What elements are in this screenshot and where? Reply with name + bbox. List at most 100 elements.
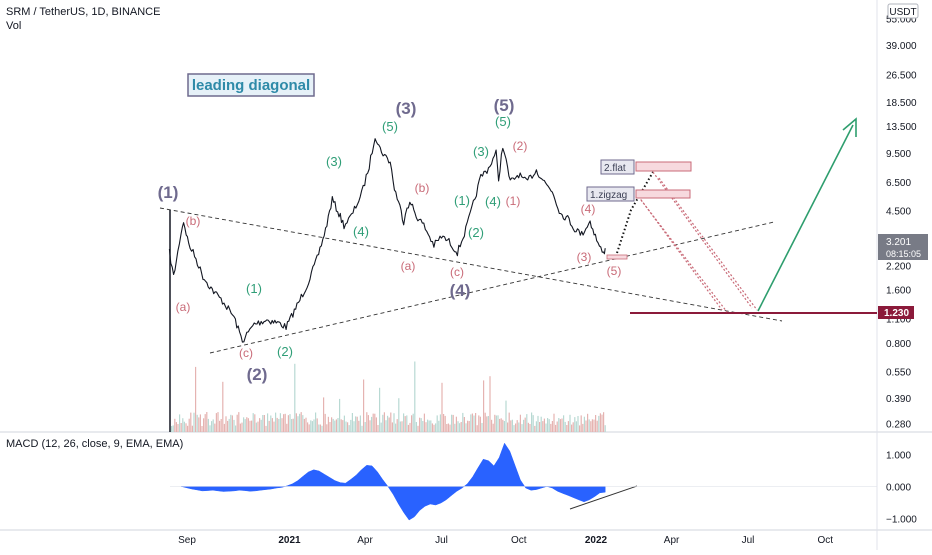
symbol-title[interactable]: SRM / TetherUS, 1D, BINANCE	[6, 6, 161, 18]
volume-bar	[380, 422, 382, 432]
volume-bar	[585, 420, 587, 432]
sub-wave-label: (1)	[506, 194, 521, 208]
volume-bar	[476, 425, 478, 432]
target-box-flat[interactable]: 2.flat	[600, 159, 692, 175]
volume-bar	[415, 422, 417, 432]
lower-trendline	[209, 221, 775, 354]
volume-bar	[367, 415, 369, 432]
projection-up	[616, 171, 654, 254]
volume-bar	[361, 425, 363, 432]
volume-bar	[414, 361, 416, 432]
annotation-title-box[interactable]: leading diagonal	[187, 73, 315, 97]
volume-bar	[174, 418, 176, 432]
time-tick-label: 2022	[585, 535, 608, 546]
price-tick-label: 1.100	[886, 314, 911, 325]
volume-bars	[171, 361, 606, 432]
price-axis: 55.000 39.000 26.500 18.500 13.500 9.500 6.500…	[886, 14, 917, 525]
minor-wave-label: (1)	[454, 193, 470, 208]
level-price-value: 1.230	[884, 308, 909, 319]
volume-bar	[347, 422, 349, 432]
volume-bar	[343, 415, 345, 432]
volume-bar	[305, 417, 307, 432]
volume-bar	[342, 420, 344, 432]
major-wave-label: (2)	[247, 365, 268, 384]
level-price-tag: 1.230	[878, 306, 914, 319]
volume-bar	[457, 421, 459, 432]
volume-bar	[566, 425, 568, 432]
title-box-text: leading diagonal	[192, 77, 310, 94]
price-series	[168, 138, 606, 432]
price-line	[168, 138, 606, 343]
volume-bar	[379, 387, 381, 432]
volume-bar	[513, 425, 515, 432]
price-tick-label: 1.600	[886, 286, 911, 297]
volume-bar	[201, 426, 203, 432]
volume-bar	[478, 415, 480, 432]
minor-wave-label: (5)	[382, 119, 398, 134]
volume-bar	[303, 418, 305, 432]
sub-wave-label: (c)	[450, 265, 464, 279]
volume-bar	[449, 424, 451, 432]
volume-bar	[209, 425, 211, 432]
currency-badge[interactable]: USDT	[887, 3, 919, 19]
volume-bar	[310, 420, 312, 432]
volume-bar	[419, 417, 421, 432]
minor-wave-label: (2)	[277, 344, 293, 359]
volume-bar	[494, 414, 496, 432]
volume-bar	[241, 422, 243, 432]
volume-bar	[507, 422, 509, 432]
volume-bar	[393, 413, 395, 432]
major-wave-label: (5)	[494, 96, 515, 115]
volume-bar	[215, 413, 217, 432]
volume-bar	[369, 420, 371, 432]
volume-bar	[412, 413, 414, 432]
volume-bar	[471, 413, 473, 432]
macd-legend[interactable]: MACD (12, 26, close, 9, EMA, EMA)	[6, 438, 184, 450]
volume-bar	[489, 376, 491, 432]
volume-bar	[523, 419, 525, 432]
volume-bar	[475, 413, 477, 432]
volume-bar	[326, 424, 328, 432]
target-box-zigzag[interactable]: 1.zigzag	[586, 186, 691, 202]
volume-bar	[238, 412, 240, 432]
volume-bar	[196, 414, 198, 432]
sub-wave-label: (b)	[186, 214, 201, 228]
volume-bar	[604, 425, 606, 432]
volume-bar	[319, 424, 321, 432]
volume-bar	[447, 423, 449, 432]
volume-bar	[313, 419, 315, 432]
volume-bar	[385, 420, 387, 432]
volume-bar	[532, 415, 534, 432]
macd-tick-label: 1.000	[886, 450, 911, 461]
volume-bar	[227, 420, 229, 432]
volume-bar	[403, 413, 405, 432]
volume-bar	[180, 423, 182, 432]
volume-bar	[283, 414, 285, 432]
price-tick-label: 13.500	[886, 122, 917, 133]
volume-bar	[531, 412, 533, 432]
volume-bar	[382, 414, 384, 432]
volume-bar	[519, 414, 521, 432]
volume-bar	[502, 419, 504, 432]
volume-bar	[171, 426, 173, 432]
volume-bar	[321, 425, 323, 432]
volume-bar	[468, 421, 470, 432]
volume-bar	[182, 418, 184, 432]
volume-bar	[363, 379, 365, 432]
last-price-tag: 3.201 08:15:05	[878, 234, 928, 260]
volume-bar	[315, 412, 317, 432]
volume-bar	[473, 415, 475, 432]
projection-zigzag	[635, 192, 723, 311]
volume-bar	[399, 421, 401, 432]
last-price-value: 3.201	[886, 237, 911, 248]
volume-bar	[497, 415, 499, 432]
volume-bar	[291, 419, 293, 432]
projection-flat-2	[658, 177, 758, 311]
volume-bar	[526, 414, 528, 432]
volume-bar	[351, 413, 353, 432]
wave-labels: (1)(2)(3)(4)(5)(1)(2)(3)(4)(5)(1)(2)(3)(…	[158, 96, 622, 384]
volume-bar	[463, 417, 465, 432]
volume-bar	[300, 412, 302, 432]
